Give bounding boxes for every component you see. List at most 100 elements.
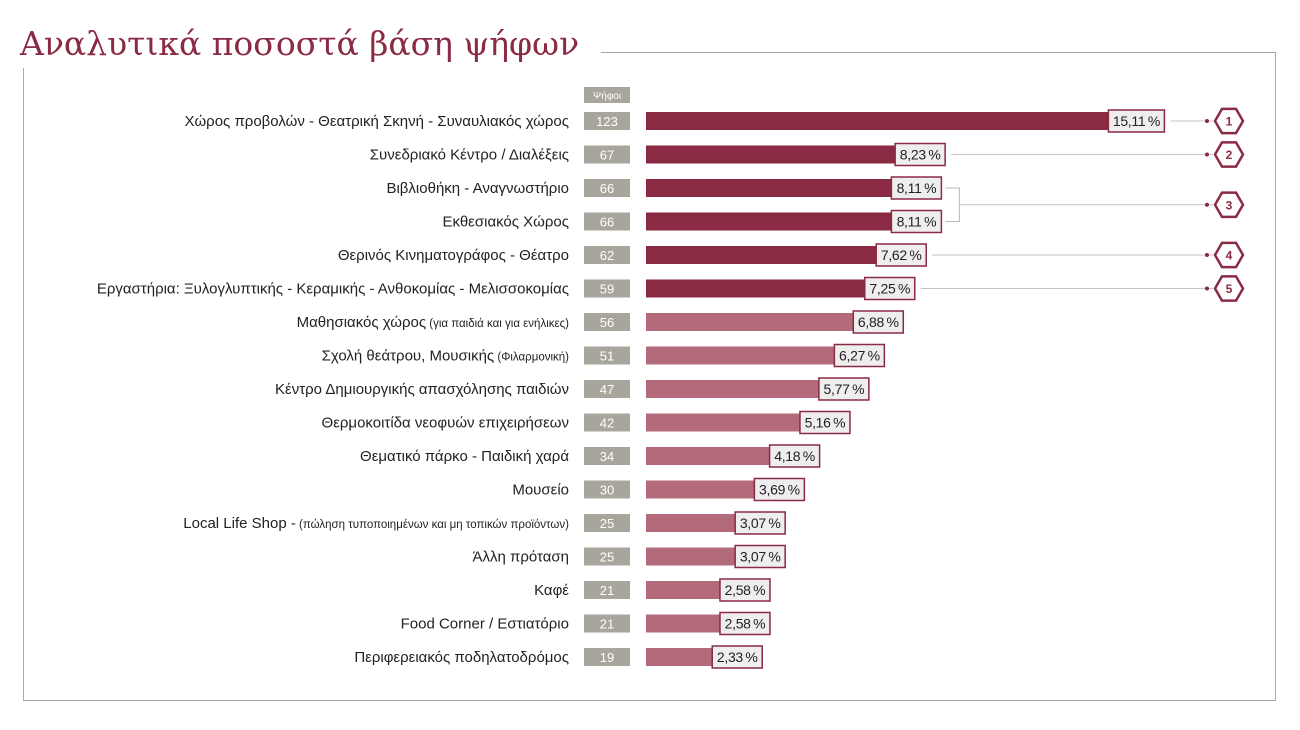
percent-box	[818, 377, 870, 401]
chart-frame	[23, 52, 1276, 701]
row-label-main: Περιφερειακός ποδηλατοδρόμος	[354, 649, 569, 666]
row-label: Συνεδριακό Κέντρο / Διαλέξεις	[370, 147, 569, 164]
bar	[646, 313, 860, 331]
bar	[646, 246, 883, 264]
row-label: Μουσείο	[512, 482, 569, 499]
row-label: Μαθησιακός χώρος (για παιδιά και για ενή…	[297, 314, 570, 331]
row-label-main: Βιβλιοθήκη - Αναγνωστήριο	[386, 180, 569, 197]
row-label-main: Συνεδριακό Κέντρο / Διαλέξεις	[370, 147, 569, 164]
row-label-main: Food Corner / Εστιατόριο	[401, 616, 569, 633]
votes-value: 51	[600, 349, 614, 364]
bar	[646, 648, 719, 666]
votes-box	[584, 447, 630, 465]
percent-box	[875, 243, 927, 267]
votes-value: 21	[600, 583, 614, 598]
votes-value: 66	[600, 181, 614, 196]
row-label: Θερινός Κινηματογράφος - Θέατρο	[338, 247, 569, 264]
rank-badge	[1213, 275, 1245, 302]
row-label-main: Εργαστήρια: Ξυλογλυπτικής - Κεραμικής - …	[97, 281, 569, 298]
votes-value: 25	[600, 550, 614, 565]
votes-box	[584, 614, 630, 633]
percent-box	[894, 142, 946, 167]
votes-value: 59	[600, 282, 614, 297]
percent-label: 8,11 %	[897, 214, 937, 230]
percent-label: 7,62 %	[881, 247, 922, 263]
row-label-main: Θερινός Κινηματογράφος - Θέατρο	[338, 247, 569, 264]
row-label-main: Θερμοκοιτίδα νεοφυών επιχειρήσεων	[322, 415, 569, 432]
votes-value: 34	[600, 449, 614, 464]
row-label-main: Θεματικό πάρκο - Παιδική χαρά	[360, 448, 569, 465]
row-label: Περιφερειακός ποδηλατοδρόμος	[354, 649, 569, 666]
rank-badge	[1213, 191, 1245, 219]
votes-value: 62	[600, 248, 614, 263]
row-label: Άλλη πρόταση	[472, 549, 569, 566]
bar	[646, 514, 742, 532]
percent-box	[734, 511, 786, 535]
percent-label: 8,23 %	[900, 147, 941, 163]
votes-value: 67	[600, 148, 614, 163]
votes-value: 47	[600, 382, 614, 397]
votes-header: Ψήφοι	[593, 90, 621, 102]
row-label-main: Σχολή θεάτρου, Μουσικής	[322, 348, 495, 365]
percent-label: 3,07 %	[740, 515, 781, 531]
percent-label: 2,58 %	[725, 616, 766, 632]
row-label-sub: (Φιλαρμονική)	[494, 352, 569, 364]
row-label: Food Corner / Εστιατόριο	[401, 616, 569, 633]
votes-box	[584, 480, 630, 499]
percent-label: 15,11 %	[1113, 113, 1160, 129]
rank-badge	[1213, 241, 1245, 269]
group-bracket	[945, 187, 960, 222]
rank-badge-label: 4	[1226, 249, 1233, 263]
votes-value: 21	[600, 617, 614, 632]
votes-box	[584, 179, 630, 197]
rank-badge-label: 3	[1226, 198, 1233, 212]
percent-label: 6,88 %	[858, 314, 899, 330]
percent-label: 4,18 %	[774, 448, 815, 464]
votes-box	[584, 547, 630, 566]
row-label: Local Life Shop - (πώληση τυποποιημένων …	[183, 515, 569, 532]
page-title: Αναλυτικά ποσοστά βάση ψήφων	[20, 20, 602, 68]
percent-label: 3,69 %	[759, 482, 800, 498]
votes-box	[584, 648, 630, 666]
votes-box	[584, 346, 630, 365]
rank-badge-label: 2	[1226, 148, 1233, 162]
percent-box	[1107, 109, 1166, 133]
bar	[646, 547, 742, 566]
percent-label: 8,11 %	[897, 180, 937, 196]
row-label-main: Μαθησιακός χώρος	[297, 314, 426, 331]
row-label: Εκθεσιακός Χώρος	[443, 214, 570, 231]
votes-box	[584, 212, 630, 231]
bar	[646, 614, 726, 633]
bar	[646, 581, 726, 599]
row-label: Σχολή θεάτρου, Μουσικής (Φιλαρμονική)	[322, 348, 570, 365]
rank-badge	[1213, 107, 1245, 135]
percent-box	[799, 410, 851, 435]
rank-dot	[1205, 286, 1209, 291]
percent-label: 7,25 %	[869, 281, 910, 297]
bar	[646, 447, 776, 465]
row-label: Βιβλιοθήκη - Αναγνωστήριο	[386, 180, 569, 197]
votes-value: 19	[600, 650, 614, 665]
row-label-main: Καφέ	[534, 582, 569, 599]
row-label-main: Local Life Shop -	[183, 515, 296, 532]
row-label-sub: (πώληση τυποποιημένων και μη τοπικών προ…	[296, 519, 569, 531]
percent-box	[864, 276, 916, 301]
percent-box	[753, 477, 806, 502]
votes-value: 123	[596, 114, 618, 129]
row-label-main: Άλλη πρόταση	[472, 549, 569, 566]
votes-box	[584, 313, 630, 331]
percent-box	[711, 645, 763, 669]
row-label-main: Κέντρο Δημιουργικής απασχόλησης παιδιών	[275, 381, 569, 398]
votes-value: 66	[600, 215, 614, 230]
rank-badge-label: 5	[1226, 282, 1233, 296]
bar	[646, 145, 902, 164]
percent-label: 5,77 %	[824, 381, 865, 397]
votes-value: 56	[600, 315, 614, 330]
bar	[646, 346, 841, 365]
percent-label: 6,27 %	[839, 348, 880, 364]
percent-label: 5,16 %	[805, 415, 846, 431]
votes-box	[584, 413, 630, 432]
bar	[646, 413, 806, 432]
row-label: Εργαστήρια: Ξυλογλυπτικής - Κεραμικής - …	[97, 281, 569, 298]
